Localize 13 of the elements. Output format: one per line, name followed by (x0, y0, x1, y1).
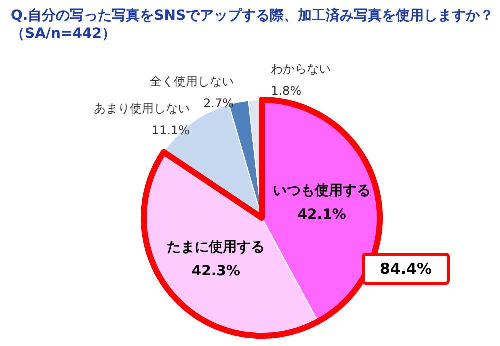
chart-title: Q.自分の写った写真をSNSでアップする際、加工済み写真を使用しますか？ (11, 7, 494, 24)
slice-label: あまり使用しない (94, 102, 190, 116)
data-label: 42.3% (192, 264, 240, 280)
slice-label: わからない (271, 62, 332, 76)
slice-label: 全く使用しない (150, 74, 234, 88)
data-label: 11.1% (152, 124, 190, 138)
data-label: 2.7% (204, 96, 234, 110)
slice-label: いつも使用する (273, 182, 372, 199)
text: 84.4% (362, 253, 450, 286)
data-label: 1.8% (271, 84, 302, 98)
slice-label: たまに使用する (167, 240, 266, 256)
chart-subtitle: （SA/n=442） (11, 26, 116, 42)
data-label: 42.1% (298, 206, 346, 223)
